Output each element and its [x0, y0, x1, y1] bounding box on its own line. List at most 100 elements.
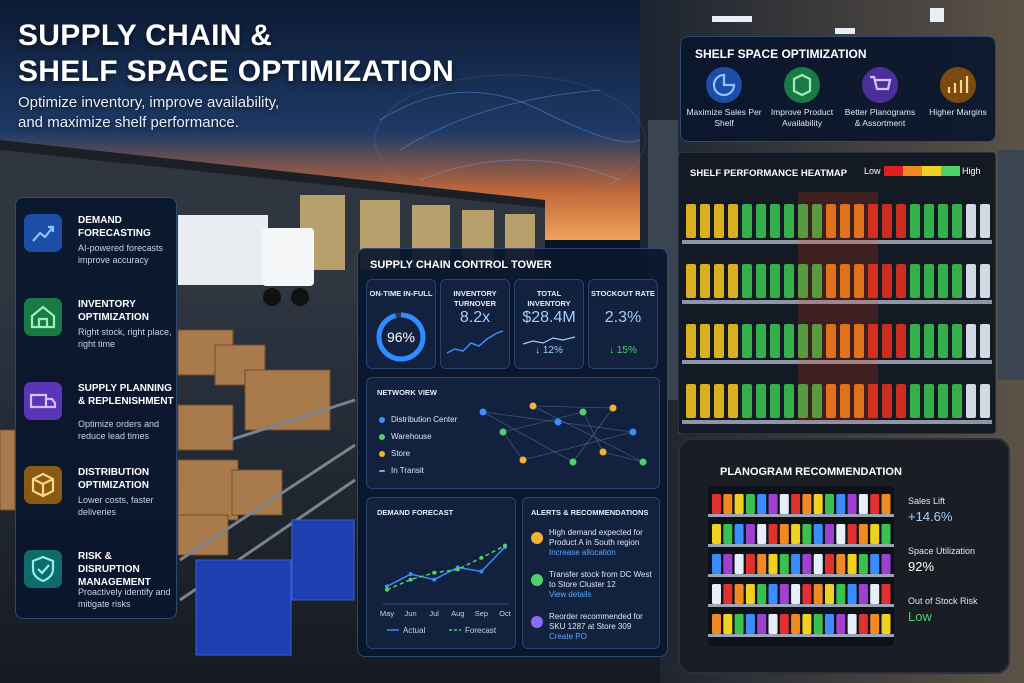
product [868, 204, 878, 238]
product [686, 264, 696, 298]
product [791, 524, 801, 544]
shelf-benefit: Improve Product Availability [763, 67, 841, 129]
product [714, 264, 724, 298]
product [813, 494, 823, 514]
kpi-value: 2.3% [604, 309, 642, 326]
network-node [529, 402, 537, 410]
kpi-change: ↓ 15% [609, 345, 637, 356]
box [244, 369, 331, 431]
feature-desc: Proactively identify and mitigate risks [78, 587, 171, 609]
feature-desc: Lower costs, faster deliveries [78, 495, 154, 517]
product [952, 324, 962, 358]
sparkline-path [522, 336, 576, 345]
product [770, 264, 780, 298]
rail [229, 398, 356, 442]
product [813, 524, 823, 544]
product [723, 494, 733, 514]
product [836, 524, 846, 544]
shelf-benefit: Higher Margins [919, 67, 997, 118]
product [870, 494, 880, 514]
alert-action[interactable]: Increase allocation [549, 548, 616, 557]
icon [24, 214, 62, 252]
alert-action[interactable]: View details [549, 590, 592, 599]
icon [24, 382, 62, 420]
product [784, 324, 794, 358]
product [714, 324, 724, 358]
product [966, 264, 976, 298]
product [798, 264, 808, 298]
icon-glyph [792, 73, 812, 97]
product [784, 384, 794, 418]
feature-title: INVENTORY OPTIMIZATION [78, 299, 149, 323]
product [896, 204, 906, 238]
sparkline [522, 336, 576, 345]
shelf-board [682, 240, 992, 244]
product [966, 324, 976, 358]
route [572, 407, 614, 463]
product [728, 264, 738, 298]
product [742, 384, 752, 418]
legend-gradient [922, 166, 941, 176]
product [734, 584, 744, 604]
alert-text: Transfer stock from DC West to Store Clu… [549, 570, 652, 589]
alert-action[interactable]: Create PO [549, 632, 587, 641]
legend-label: In Transit [391, 466, 424, 475]
route [419, 159, 621, 181]
x-tick-label: May [380, 609, 394, 618]
metric: Out of Stock Risk Low [908, 596, 986, 623]
product [882, 264, 892, 298]
product [756, 324, 766, 358]
product [812, 204, 822, 238]
product [784, 264, 794, 298]
alert-text: Reorder recommended for SKU 1287 at Stor… [549, 612, 643, 631]
icon [24, 298, 62, 336]
product [858, 494, 868, 514]
forecast-card: DEMAND FORECAST May Jun Jul Aug Sep Oct Actual F… [366, 497, 516, 649]
series-point [408, 572, 413, 577]
feature-desc: AI-powered forecasts improve accuracy [78, 243, 164, 265]
product [770, 204, 780, 238]
box [177, 459, 239, 521]
product [881, 524, 891, 544]
light [930, 8, 944, 22]
title-line: SUPPLY CHAIN & [18, 19, 273, 52]
route [602, 451, 644, 463]
product [798, 324, 808, 358]
legend-entry: Store [379, 448, 410, 459]
product [980, 384, 990, 418]
feature-item: SUPPLY PLANNING & REPLENISHMENT Optimize … [24, 374, 174, 454]
product [791, 584, 801, 604]
product [756, 384, 766, 418]
network-node [519, 456, 527, 464]
product [734, 524, 744, 544]
product [686, 384, 696, 418]
product [791, 494, 801, 514]
wheel [263, 288, 281, 306]
network-node [629, 428, 637, 436]
benefit-label: Better Planograms & Assortment [844, 107, 916, 128]
legend-swatch [379, 469, 385, 472]
product [966, 384, 976, 418]
feature-title: SUPPLY PLANNING & REPLENISHMENT [78, 383, 174, 407]
product [847, 494, 857, 514]
legend-label: Actual [403, 626, 425, 635]
sparkline [446, 330, 504, 354]
product [798, 384, 808, 418]
boxes [0, 329, 331, 556]
legend-high: High [962, 166, 981, 176]
product [712, 554, 721, 574]
product [840, 204, 850, 238]
product [881, 584, 891, 604]
kpi-change: ↓ 12% [535, 345, 563, 356]
product [802, 524, 812, 544]
route [502, 431, 524, 461]
product [802, 584, 812, 604]
product [870, 554, 880, 574]
product [938, 384, 948, 418]
legend-label: Distribution Center [391, 415, 458, 424]
route [379, 91, 641, 143]
network-node [499, 428, 507, 436]
product [768, 524, 778, 544]
product [768, 584, 778, 604]
icon [784, 67, 820, 103]
